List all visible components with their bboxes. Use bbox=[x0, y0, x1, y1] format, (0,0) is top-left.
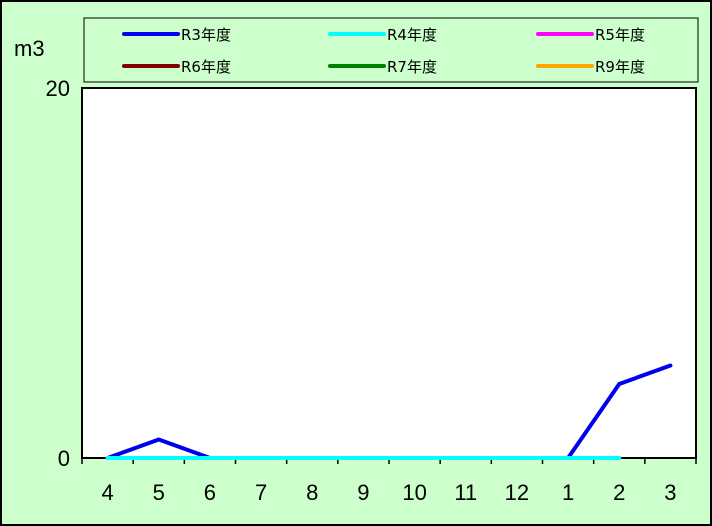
x-tick-label: 3 bbox=[664, 480, 676, 505]
x-tick-label: 5 bbox=[153, 480, 165, 505]
x-tick-label: 4 bbox=[101, 480, 113, 505]
x-tick-label: 6 bbox=[204, 480, 216, 505]
y-axis-label: m3 bbox=[14, 36, 45, 61]
legend-label: R9年度 bbox=[595, 58, 645, 76]
legend-label: R6年度 bbox=[181, 58, 231, 76]
x-tick-label: 2 bbox=[613, 480, 625, 505]
legend-label: R4年度 bbox=[387, 26, 437, 44]
legend: R3年度 R4年度 R5年度 R6年度 R7年度 R9年度 bbox=[83, 17, 699, 83]
x-tick-label: 11 bbox=[454, 480, 477, 505]
x-tick-label: 8 bbox=[306, 480, 318, 505]
legend-box bbox=[83, 17, 699, 83]
legend-label: R7年度 bbox=[387, 58, 437, 76]
y-tick-label: 20 bbox=[46, 76, 70, 101]
x-tick-label: 9 bbox=[357, 480, 369, 505]
x-axis: 4 5 6 7 8 9 10 11 12 1 2 3 bbox=[81, 458, 697, 505]
plot-area bbox=[81, 87, 697, 459]
y-axis: 0 20 bbox=[46, 76, 70, 471]
x-tick-label: 10 bbox=[402, 480, 426, 505]
x-tick-label: 1 bbox=[562, 480, 574, 505]
legend-label: R5年度 bbox=[595, 26, 645, 44]
x-tick-label: 12 bbox=[505, 480, 529, 505]
y-tick-label: 0 bbox=[58, 446, 70, 471]
series-lines bbox=[105, 363, 673, 460]
legend-label: R3年度 bbox=[181, 26, 231, 44]
x-tick-label: 7 bbox=[255, 480, 267, 505]
